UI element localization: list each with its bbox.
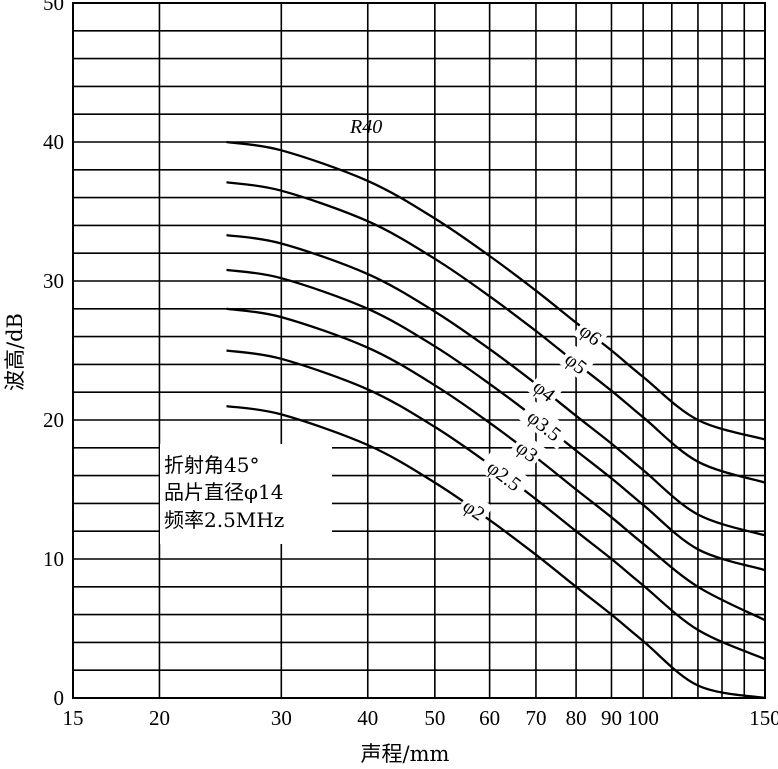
series-line-2 [226,181,766,484]
x-tick-label: 40 [357,706,378,730]
plot-frame [72,2,766,699]
annotation-box [160,444,332,544]
series-label-bg [517,399,573,450]
y-tick-label: 50 [43,0,64,15]
grid [72,2,766,699]
y-tick-label: 30 [43,269,64,293]
series-label-group-1: φ6 [572,315,610,352]
curve-group-label: R40 [349,116,382,138]
x-tick-label: 100 [627,706,659,730]
x-tick-label: 60 [479,706,500,730]
x-tick-label: 70 [525,706,546,730]
y-tick-label: 20 [43,408,64,432]
tick-labels: 15 20 30 40 50 60 70 80 90 100 150 0 10 20 30 40 50 [43,0,778,730]
x-axis-label: 声程/mm [361,742,450,766]
x-tick-label: 80 [566,706,587,730]
series-label-bg [558,344,596,381]
series-label-7: φ2 [459,495,489,525]
annotation-crystal-diameter: 品片直径φ14 [164,480,283,504]
x-tick-label: 150 [749,706,778,730]
series-label-bg [526,371,564,408]
series-label-bg [456,490,494,527]
series-label-bg [572,315,610,352]
series-label-group-5: φ3 [509,432,547,469]
x-tick-label: 15 [63,706,84,730]
series-line-1 [226,140,766,441]
annotation-frequency: 频率2.5MHz [164,508,284,532]
y-axis-label: 波高/dB [3,313,27,391]
series-label-group-7: φ2 [456,490,494,527]
y-tick-label: 40 [43,130,64,154]
series-label-bg [509,432,547,469]
y-tick-label: 0 [54,686,65,710]
x-tick-label: 90 [601,706,622,730]
series-line-7 [226,404,766,700]
x-tick-label: 50 [424,706,445,730]
series-label-group-2: φ5 [558,344,596,381]
y-tick-label: 10 [43,547,64,571]
series-line-6 [226,349,766,661]
series-label-bg [477,450,533,500]
annotation-refraction-angle: 折射角45° [164,453,259,477]
x-tick-label: 20 [149,706,170,730]
x-tick-label: 30 [271,706,292,730]
